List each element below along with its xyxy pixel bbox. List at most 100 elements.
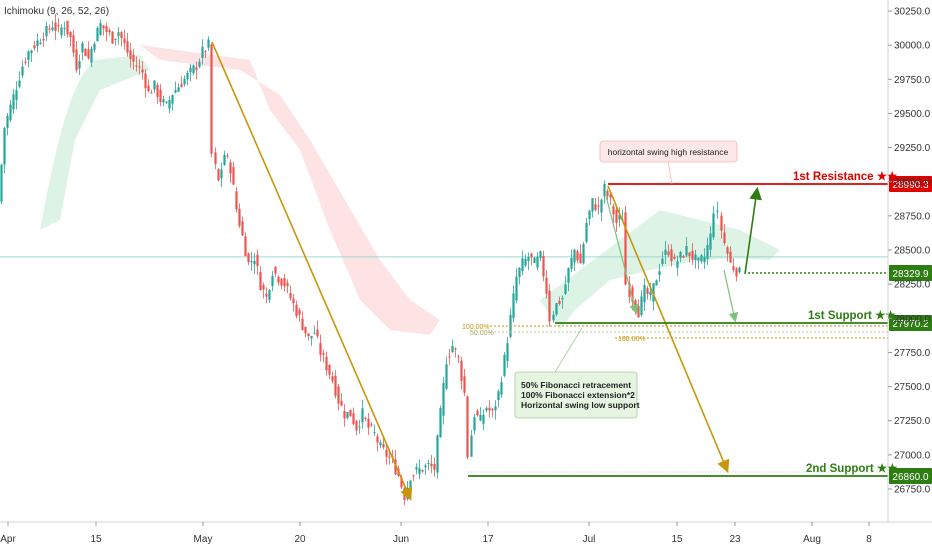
candle-body (346, 411, 349, 418)
candle-body (585, 222, 588, 242)
candle-body (201, 46, 204, 58)
overlay-layer: 100.00%50.00%100.00%1st Resistance ★★1st… (211, 41, 898, 501)
candle-body (582, 244, 585, 264)
candle-body (75, 49, 78, 71)
candle-body (570, 258, 573, 269)
candle-body (24, 61, 27, 63)
candle-body (691, 250, 694, 260)
candle-body (60, 27, 63, 36)
support-note-line-2: Horizontal swing low support (521, 400, 640, 410)
x-tick-label: 8 (866, 534, 872, 545)
candle-body (259, 272, 262, 291)
candle-body (9, 104, 12, 121)
candle-body (108, 30, 111, 33)
candle-body (594, 204, 597, 211)
y-tick-label: 29250.0 (894, 143, 931, 154)
candle-body (316, 329, 319, 337)
candle-body (506, 343, 509, 361)
price-tag-text-1: 28329.9 (892, 269, 929, 280)
candle-body (533, 257, 536, 263)
candle-body (442, 383, 445, 416)
y-tick-label: 29750.0 (894, 75, 931, 86)
candle-body (637, 305, 640, 318)
candle-body (198, 61, 201, 67)
candle-body (132, 54, 135, 62)
price-tag-text-3: 26860.0 (892, 472, 929, 483)
y-tick-label: 28500.0 (894, 246, 931, 257)
x-tick-label: May (194, 534, 213, 545)
x-tick-label: 15 (671, 534, 683, 545)
candle-body (723, 232, 726, 244)
candle-body (579, 253, 582, 264)
candle-body (615, 209, 618, 223)
candle-body (0, 164, 3, 202)
candle-body (229, 162, 232, 174)
candle-body (195, 67, 198, 71)
candle-body (706, 244, 709, 259)
candle-body (421, 470, 424, 472)
candle-body (418, 468, 421, 475)
candle-body (162, 99, 165, 103)
candle-body (27, 51, 30, 61)
bounce-arrow-up (744, 186, 762, 275)
candle-body (18, 80, 21, 87)
drop-arrow-right (723, 269, 739, 323)
candle-body (207, 39, 210, 48)
candle-body (268, 290, 271, 300)
candle-body (527, 256, 530, 261)
candle-body (358, 426, 361, 428)
y-tick-label: 29500.0 (894, 109, 931, 120)
candle-body (210, 44, 213, 154)
candle-body (445, 364, 448, 389)
candle-body (597, 205, 600, 207)
candle-body (292, 298, 295, 304)
candle-body (120, 32, 123, 38)
candle-body (319, 343, 322, 355)
candle-body (186, 73, 189, 80)
candle-body (283, 278, 286, 287)
price-tag-2 (889, 315, 932, 331)
candle-body (649, 291, 652, 295)
candle-body (87, 49, 90, 59)
fib-label-100-a: 100.00% (462, 324, 490, 331)
candle-body (280, 278, 283, 286)
candle-body (111, 31, 114, 44)
candle-body (289, 293, 292, 299)
candle-body (364, 417, 367, 419)
candle-body (643, 285, 646, 303)
candle-body (81, 43, 84, 53)
candle-body (521, 258, 524, 272)
candle-body (670, 249, 673, 262)
candle-body (337, 386, 340, 404)
candle-body (63, 28, 66, 30)
candle-body (439, 408, 442, 438)
fib-label-100-b: 100.00% (618, 336, 646, 343)
candle-body (385, 449, 388, 457)
candle-body (485, 407, 488, 411)
candle-body (688, 252, 691, 256)
candle-body (732, 266, 735, 270)
candle-body (114, 38, 117, 40)
candle-body (307, 333, 310, 337)
candle-body (250, 261, 253, 263)
candle-body (427, 463, 430, 465)
candle-body (376, 436, 379, 443)
candle-body (415, 467, 418, 470)
candles-layer (0, 14, 741, 505)
cloud-bull-july (540, 210, 780, 330)
candle-body (676, 261, 679, 268)
candle-body (476, 410, 479, 416)
support-note-line-1: 100% Fibonacci extension*2 (521, 390, 635, 400)
candle-body (703, 256, 706, 263)
candle-body (223, 155, 226, 166)
support-note-pointer (554, 327, 583, 373)
candle-body (48, 28, 51, 30)
candle-body (192, 65, 195, 74)
y-tick-label: 27500.0 (894, 382, 931, 393)
candle-body (436, 435, 439, 473)
candle-body (30, 50, 33, 54)
candle-body (90, 48, 93, 63)
candle-body (694, 254, 697, 261)
candle-body (470, 435, 473, 457)
